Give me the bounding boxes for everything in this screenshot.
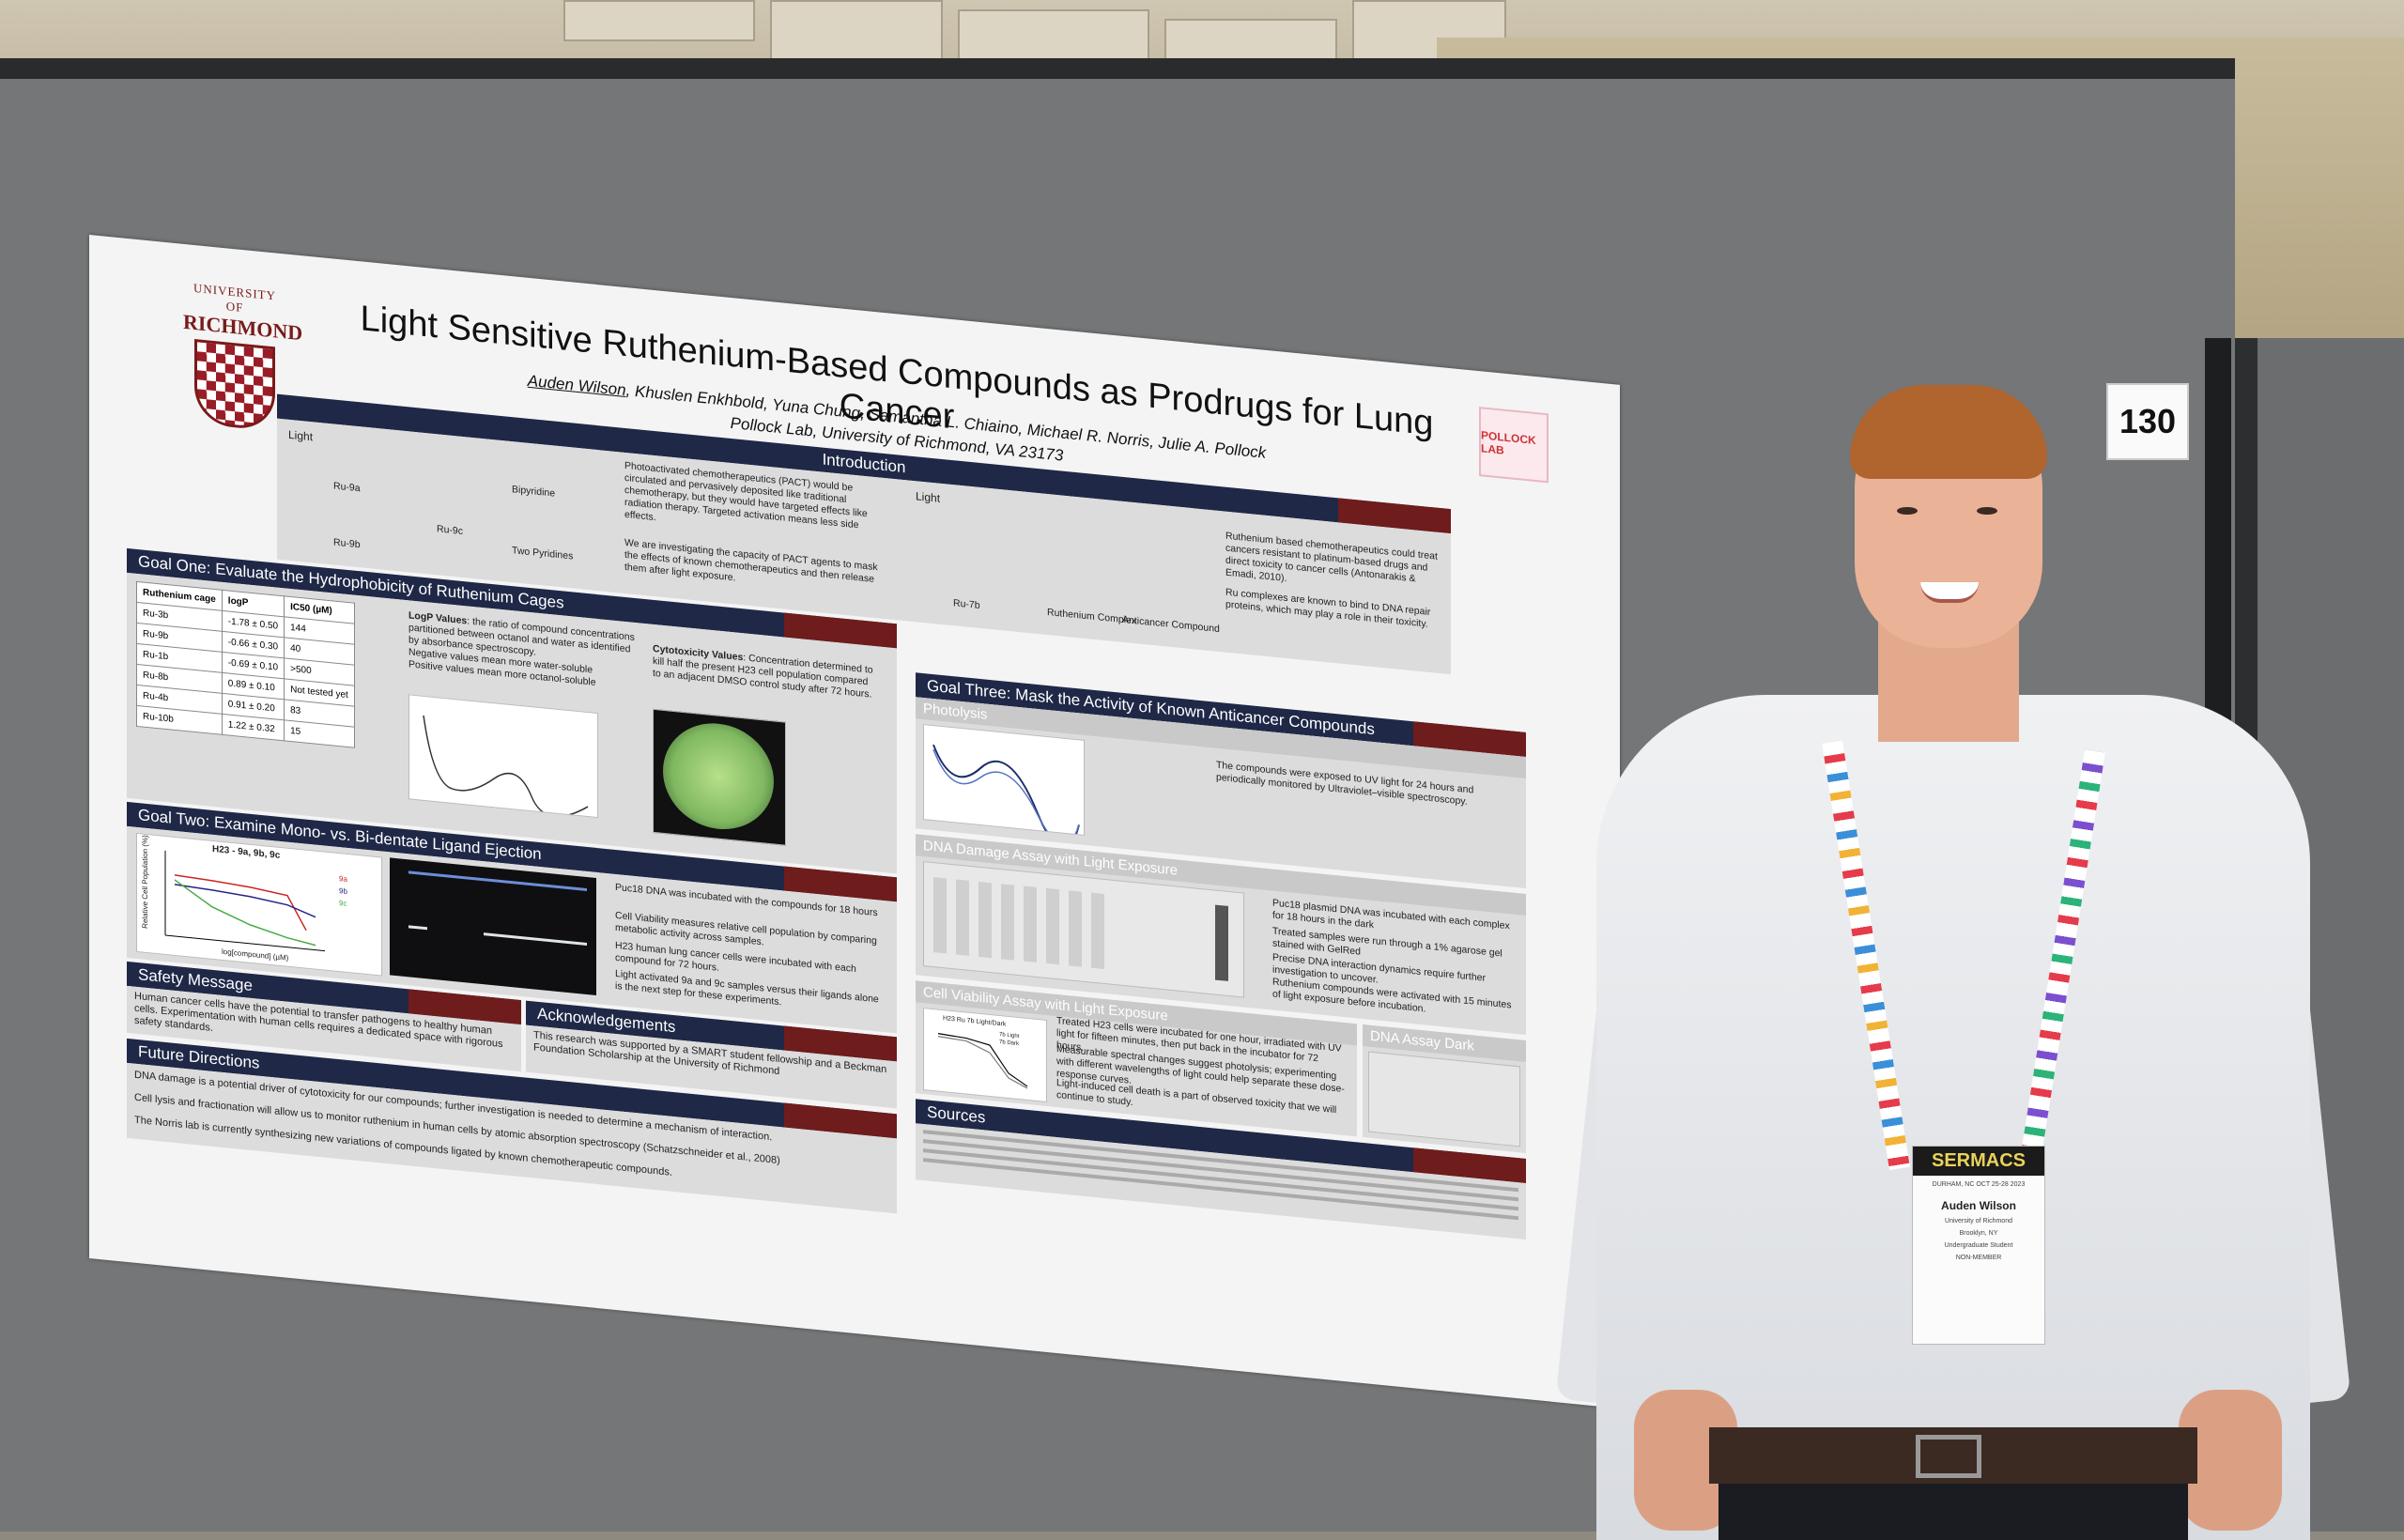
research-poster: UNIVERSITY OF RICHMOND Light Sensitive R…: [89, 235, 1620, 1409]
eye: [1897, 507, 1918, 515]
light-label: Light: [916, 489, 941, 505]
dna-assay-dark-panel: DNA Assay Dark: [1363, 1024, 1526, 1154]
scheme-label: Ru-7b: [953, 597, 980, 612]
scheme-label: Two Pyridines: [512, 545, 574, 562]
ceiling-tile: [770, 0, 943, 60]
presenter: SERMACS DURHAM, NC OCT 25-28 2023 Auden …: [1555, 376, 2351, 1540]
uv-vis-curves: [932, 744, 1080, 851]
shield-icon: [194, 338, 275, 432]
university-logo: UNIVERSITY OF RICHMOND: [183, 280, 302, 433]
gel-lanes: [933, 877, 1228, 981]
badge-event: SERMACS: [1913, 1147, 2044, 1176]
legend-item: 9c: [339, 899, 347, 908]
dna-gel-image: [923, 861, 1244, 998]
badge-name: Auden Wilson: [1941, 1199, 2016, 1212]
dna-dark-gel: [1368, 1051, 1520, 1147]
hair: [1850, 385, 2047, 479]
badge-event-sub: DURHAM, NC OCT 25-28 2023: [1932, 1181, 2026, 1188]
gel-band: [484, 932, 587, 946]
y-axis-label: Relative Cell Population (%): [141, 834, 149, 930]
scheme-label: Ru-9a: [333, 480, 361, 495]
viability-chart: H23 Ru 7b Light/Dark 7b Light 7b Dark: [923, 1008, 1047, 1103]
legend-item: 7b Dark: [999, 1040, 1020, 1048]
badge-city: Brooklyn, NY: [1959, 1230, 1998, 1237]
badge-role: Undergraduate Student: [1944, 1242, 2013, 1249]
absorbance-spectrum-figure: [408, 694, 598, 819]
cell-viability-panel: Cell Viability Assay with Light Exposure…: [916, 980, 1357, 1137]
gel-label-bar: [408, 870, 587, 891]
cell-population-chart: H23 - 9a, 9b, 9c Relative Cell Populatio…: [136, 832, 382, 977]
scheme-label: Ru-9b: [333, 536, 361, 551]
gel-image: [390, 857, 596, 995]
spectrum-curve: [423, 715, 589, 818]
cell-well: [663, 717, 774, 835]
cell-culture-image: [653, 708, 786, 846]
light-label: Light: [288, 427, 314, 444]
badge-member: NON-MEMBER: [1955, 1255, 2002, 1261]
ceiling-tile: [563, 0, 755, 41]
booth-number: 130: [2106, 383, 2189, 460]
scheme-label: Anticancer Compound: [1122, 613, 1220, 636]
goal-one-panel: Ruthenium cage logP IC50 (µM) Ru-3b -1.78…: [127, 572, 897, 874]
smile: [1920, 582, 1979, 603]
belt-buckle: [1916, 1435, 1981, 1478]
dna-damage-panel: DNA Damage Assay with Light Exposure Puc…: [916, 834, 1526, 1036]
intro-text: We are investigating the capacity of PAC…: [624, 536, 878, 585]
scheme-label: Bipyridine: [512, 484, 556, 500]
name-badge: SERMACS DURHAM, NC OCT 25-28 2023 Auden …: [1912, 1146, 2045, 1345]
uv-vis-spectrum: [923, 724, 1085, 851]
intro-text: Photoactivated chemotherapeutics (PACT) …: [624, 459, 868, 531]
pants: [1718, 1484, 2188, 1540]
viability-curves: [937, 1033, 1028, 1089]
scheme-label: Ru-9c: [437, 523, 464, 538]
logp-table: Ruthenium cage logP IC50 (µM) Ru-3b -1.78…: [136, 580, 355, 748]
legend-item: 9b: [339, 886, 347, 896]
lab-logo: POLLOCK LAB: [1479, 407, 1549, 484]
eye: [1977, 507, 1997, 515]
badge-school: University of Richmond: [1945, 1218, 2012, 1224]
goal-two-panel: H23 - 9a, 9b, 9c Relative Cell Populatio…: [127, 825, 897, 1034]
logp-description: LogP Values: the ratio of compound conce…: [408, 609, 635, 688]
board-frame: [0, 58, 2235, 79]
gel-band: [408, 925, 427, 931]
cytotoxicity-description: Cytotoxicity Values: Concentration deter…: [653, 642, 873, 701]
legend-item: 9a: [339, 874, 347, 884]
dose-response-plot: [164, 850, 325, 952]
